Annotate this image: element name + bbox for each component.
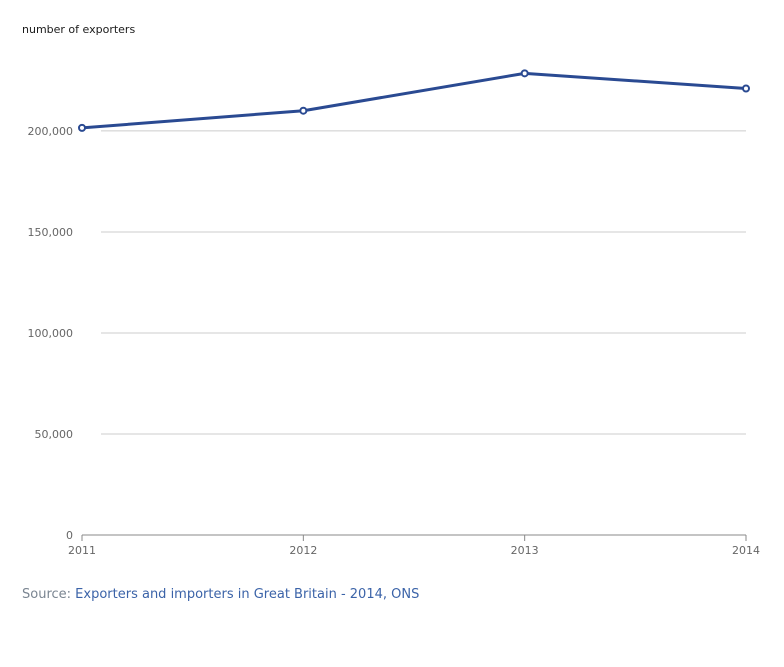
x-tick-label: 2011 (68, 544, 96, 557)
y-tick-label: 100,000 (28, 327, 74, 340)
series-line (80, 71, 748, 130)
source-link[interactable]: Exporters and importers in Great Britain… (75, 587, 420, 602)
source-line: Source: Exporters and importers in Great… (22, 587, 419, 602)
y-axis-label: number of exporters (22, 23, 136, 36)
data-point (78, 123, 86, 132)
y-tick-label: 200,000 (28, 125, 74, 138)
y-tick-label: 150,000 (28, 226, 74, 239)
x-tick-label: 2012 (289, 544, 317, 557)
y-tick-label: 50,000 (35, 428, 74, 441)
y-tick-label: 0 (66, 529, 73, 542)
data-point (520, 69, 529, 78)
source-prefix: Source: (22, 587, 72, 602)
data-point (299, 106, 308, 115)
x-tick-label: 2013 (511, 544, 539, 557)
x-tick-label: 2014 (732, 544, 760, 557)
data-point (742, 84, 750, 93)
